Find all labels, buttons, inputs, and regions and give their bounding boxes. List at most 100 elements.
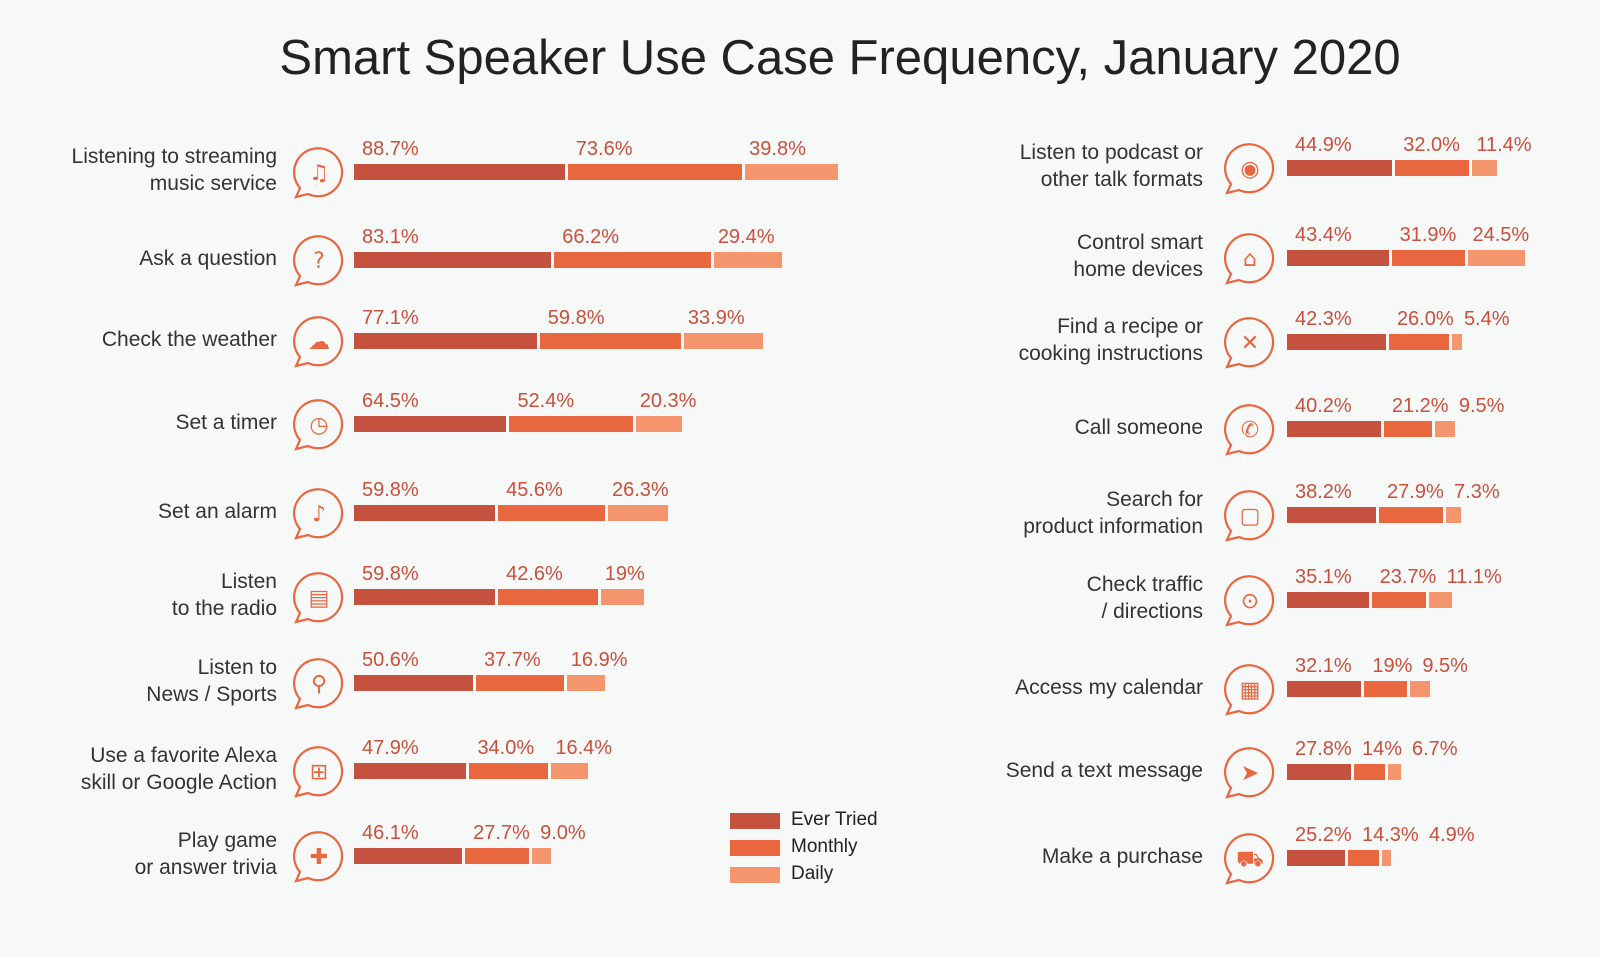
value-label: 47.9% [362,737,419,759]
value-label: 33.9% [687,307,745,329]
value-label: 21.2% [1391,395,1449,417]
value-label: 42.3% [1295,308,1352,330]
value-label: 32.1% [1295,655,1352,677]
shopping-cart-icon: ⛟ [1224,833,1275,885]
radio-icon: ▤ [293,572,344,624]
bar-ever-tried [354,589,496,605]
bar-ever-tried [354,252,552,268]
value-label: 24.5% [1472,224,1530,246]
music-note-icon: ♫ [293,147,344,199]
bar-monthly [1391,250,1466,266]
bar-ever-tried [354,416,507,432]
bar-daily [1382,850,1391,866]
bar-ever-tried [354,333,537,349]
value-label: 19% [1372,655,1413,677]
svg-text:◉: ◉ [1240,157,1259,182]
value-label: 88.7% [362,138,419,160]
bar-monthly [469,763,549,779]
bar-daily [1387,764,1401,780]
bar-ever-tried [354,763,467,779]
category-label: Check the weather [101,327,277,351]
bar-monthly [498,589,598,605]
bar-ever-tried [1287,334,1386,350]
category-label: Search for product information [1023,488,1203,538]
category-label: Listening to streaming music service [71,145,277,195]
svg-text:⊞: ⊞ [310,760,328,785]
bar-daily [635,416,682,432]
apps-grid-icon: ⊞ [293,746,344,798]
value-label: 9.5% [1458,395,1505,417]
bar-ever-tried [1287,507,1377,523]
value-label: 31.9% [1399,224,1457,246]
value-label: 26.3% [612,479,669,501]
value-label: 11.4% [1476,134,1532,156]
bar-ever-tried [354,675,473,691]
value-label: 32.0% [1403,134,1460,156]
map-pin-icon: ⊙ [1224,575,1275,627]
bar-monthly [1383,421,1432,437]
value-label: 42.6% [506,563,563,585]
svg-text:⌂: ⌂ [1243,247,1257,272]
value-label: 5.4% [1463,308,1510,330]
value-label: 52.4% [517,390,575,412]
value-label: 19% [604,563,645,585]
bar-monthly [554,252,711,268]
bar-daily [1428,592,1453,608]
bar-monthly [1395,160,1470,176]
value-label: 27.8% [1295,738,1352,760]
svg-text:▦: ▦ [1240,678,1261,703]
bar-monthly [1347,850,1380,866]
svg-text:◷: ◷ [309,413,328,438]
value-label: 16.4% [555,737,613,759]
legend-label: Ever Tried [791,809,878,830]
bar-monthly [567,164,743,180]
value-label: 27.7% [473,822,530,844]
value-label: 59.8% [362,479,419,501]
svg-text:✆: ✆ [1241,418,1259,443]
phone-icon: ✆ [1224,404,1275,456]
value-label: 59.8% [362,563,419,585]
value-label: 27.9% [1387,481,1444,503]
category-label: Call someone [1074,415,1203,439]
value-label: 25.2% [1295,824,1352,846]
value-label: 43.4% [1295,224,1352,246]
legend-swatch [730,867,780,883]
value-label: 77.1% [362,307,419,329]
bar-daily [608,505,669,521]
chart-title: Smart Speaker Use Case Frequency, Januar… [279,31,1401,85]
legend-swatch [730,813,780,829]
category-label: Find a recipe or cooking instructions [1018,315,1203,365]
alarm-bell-icon: ♪ [293,488,344,540]
category-label: Make a purchase [1041,844,1203,868]
bar-ever-tried [1287,160,1393,176]
question-mark-icon: ? [293,235,344,287]
value-label: 44.9% [1295,134,1352,156]
bar-daily [551,763,588,779]
category-label: Set a timer [175,410,277,434]
category-label: Access my calendar [1015,675,1203,699]
svg-text:⚲: ⚲ [311,672,327,697]
value-label: 7.3% [1454,481,1500,503]
bar-daily [1434,421,1455,437]
category-label: Ask a question [139,246,277,270]
bar-daily [600,589,644,605]
value-label: 20.3% [639,390,697,412]
category-label: Use a favorite Alexa skill or Google Act… [80,744,277,794]
value-label: 40.2% [1295,395,1352,417]
bar-ever-tried [1287,250,1389,266]
value-label: 37.7% [483,649,541,671]
value-label: 38.2% [1295,481,1352,503]
bar-daily [1446,507,1461,523]
svg-text:♪: ♪ [312,502,326,527]
value-label: 45.6% [506,479,563,501]
svg-text:♫: ♫ [309,161,329,186]
paper-plane-icon: ➤ [1224,747,1275,799]
value-label: 50.6% [362,649,419,671]
value-label: 16.9% [570,649,628,671]
bar-daily [713,252,782,268]
value-label: 6.7% [1412,738,1458,760]
value-label: 14% [1362,738,1403,760]
bar-monthly [1353,764,1385,780]
bar-daily [1472,160,1497,176]
svg-text:✕: ✕ [1241,331,1259,356]
